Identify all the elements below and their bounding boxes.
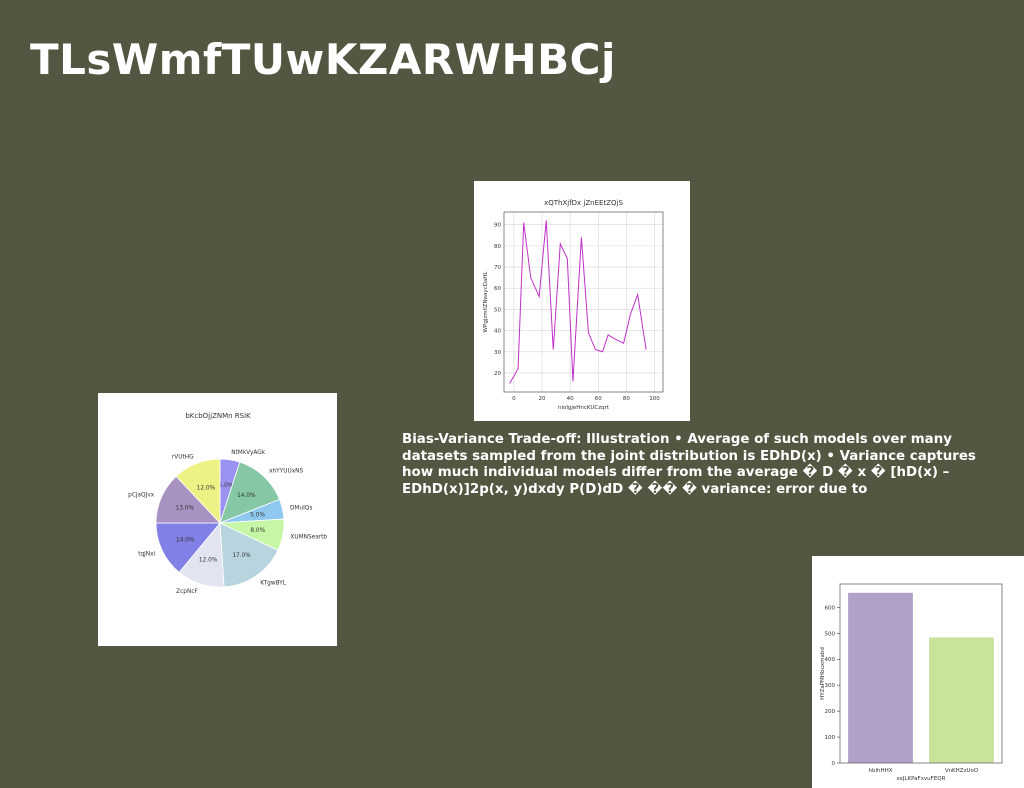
pie-pct-label-zcpncf: 12.0%: [199, 558, 218, 564]
pie-chart-title: bKcbOjjZNMn RSiK: [185, 412, 251, 420]
line-x-tick-label: 80: [623, 396, 630, 402]
line-plot-frame: [503, 211, 664, 393]
bar-y-tick-label: 300: [825, 683, 836, 689]
line-chart-title: xQThXjfDx jZnEEtZQjS: [544, 199, 623, 207]
pie-pct-label-xhyyuuxns: 14.0%: [237, 493, 256, 499]
line-y-tick-label: 90: [494, 223, 501, 229]
bar-y-tick-label: 600: [825, 605, 836, 611]
pie-pct-label-dmuiqs: 5.0%: [250, 513, 265, 519]
bar-category-label-hbihhhx: hbihHHX: [868, 768, 892, 774]
line-y-axis-label: WPgjzmIlZNeaycDaHL: [483, 271, 489, 333]
bar-hbihhhx: [848, 592, 913, 763]
pie-pct-label-ntmkvyagk: 5.0%: [219, 483, 234, 489]
pie-slice-ktgwbyl: [219, 522, 279, 588]
line-y-tick-label: 60: [494, 286, 501, 292]
line-chart: xQThXjfDx jZnEEtZQjS 20 30 40 50 60 70 80 90 0 20 4…: [483, 199, 664, 411]
bar-vnkhzzuoo: [929, 637, 994, 763]
pie-slice-label-dmuiqs: DMuIQs: [290, 505, 312, 511]
line-y-tick-label: 30: [494, 350, 501, 356]
bar-y-axis-label: HYZaPMHbuxmabd: [820, 647, 826, 700]
line-y-tick-label: 70: [494, 265, 501, 271]
pie-slice-label-ntmkvyagk: NtMkVyAGk: [231, 450, 266, 456]
line-chart-panel: xQThXjfDx jZnEEtZQjS 20 30 40 50 60 70 80 90 0 20 4…: [474, 181, 690, 421]
line-x-axis-label: niolgjeHncKUCzqrt: [558, 405, 610, 411]
line-x-tick-label: 40: [567, 396, 574, 402]
pie-slice-label-rvuthg: rVUtHG: [172, 454, 194, 460]
line-x-tick-label: 100: [649, 396, 660, 402]
pie-slice-label-tqjnxi: tqjNxi: [138, 552, 155, 558]
pie-pct-label-xumnseartb: 8.0%: [250, 528, 265, 534]
line-series: [509, 220, 647, 384]
line-x-tick-label: 0: [512, 396, 516, 402]
pie-slice-label-pcjaqjvx: pCjaQJvx: [128, 493, 155, 499]
pie-slice-tqjnxi: [155, 522, 221, 573]
pie-pct-label-pcjaqjvx: 13.0%: [176, 506, 195, 512]
pie-pct-label-ktgwbyl: 17.0%: [232, 553, 251, 559]
pie-chart-panel: bKcbOjjZNMn RSiK 5.0% NtMkVyAGk 14.0% xhYYUU…: [98, 393, 337, 646]
pie-pct-label-rvuthg: 12.0%: [197, 485, 216, 491]
pie-pct-label-tqjnxi: 14.0%: [176, 537, 195, 543]
bar-y-tick-label: 400: [825, 657, 836, 663]
bar-y-tick-label: 100: [825, 735, 836, 741]
pie-slice-rvuthg: [175, 458, 221, 525]
line-x-tick-label: 20: [538, 396, 545, 402]
body-text: Bias-Variance Trade-off: Illustration • …: [402, 432, 976, 497]
bar-plot-frame: [839, 583, 1003, 764]
bar-chart: 0 100 200 300 400 500 600 hbihHHX VnKHZzUoO seJLK…: [820, 583, 1003, 782]
line-y-tick-label: 40: [494, 329, 501, 335]
pie-slice-label-zcpncf: ZcpNcF: [176, 589, 198, 595]
bar-y-tick-label: 500: [825, 631, 836, 637]
bar-y-tick-label: 200: [825, 709, 836, 715]
bar-category-label-vnkhzzuoo: VnKHZzUoO: [945, 768, 979, 774]
bar-chart-panel: 0 100 200 300 400 500 600 hbihHHX VnKHZzUoO seJLK…: [812, 556, 1024, 788]
line-y-tick-label: 20: [494, 371, 501, 377]
pie-slice-label-xhyyuuxns: xhYYUUxNS: [269, 469, 303, 475]
pie-slice-label-ktgwbyl: KTgwBYL: [260, 580, 287, 586]
line-x-tick-label: 60: [595, 396, 602, 402]
bar-x-axis-label: seJLKPaFxvuFEQR: [897, 776, 946, 782]
pie-slice-label-xumnseartb: XUMNSeartb: [290, 534, 327, 540]
bar-y-tick-label: 0: [832, 761, 836, 767]
pie-slice-xhyyuuxns: [219, 461, 281, 524]
line-y-tick-label: 80: [494, 244, 501, 250]
line-y-tick-label: 50: [494, 307, 501, 313]
pie-chart: bKcbOjjZNMn RSiK 5.0% NtMkVyAGk 14.0% xhYYUU…: [128, 412, 327, 595]
slide-title: TLsWmfTUwKZARWHBCj: [30, 35, 616, 84]
